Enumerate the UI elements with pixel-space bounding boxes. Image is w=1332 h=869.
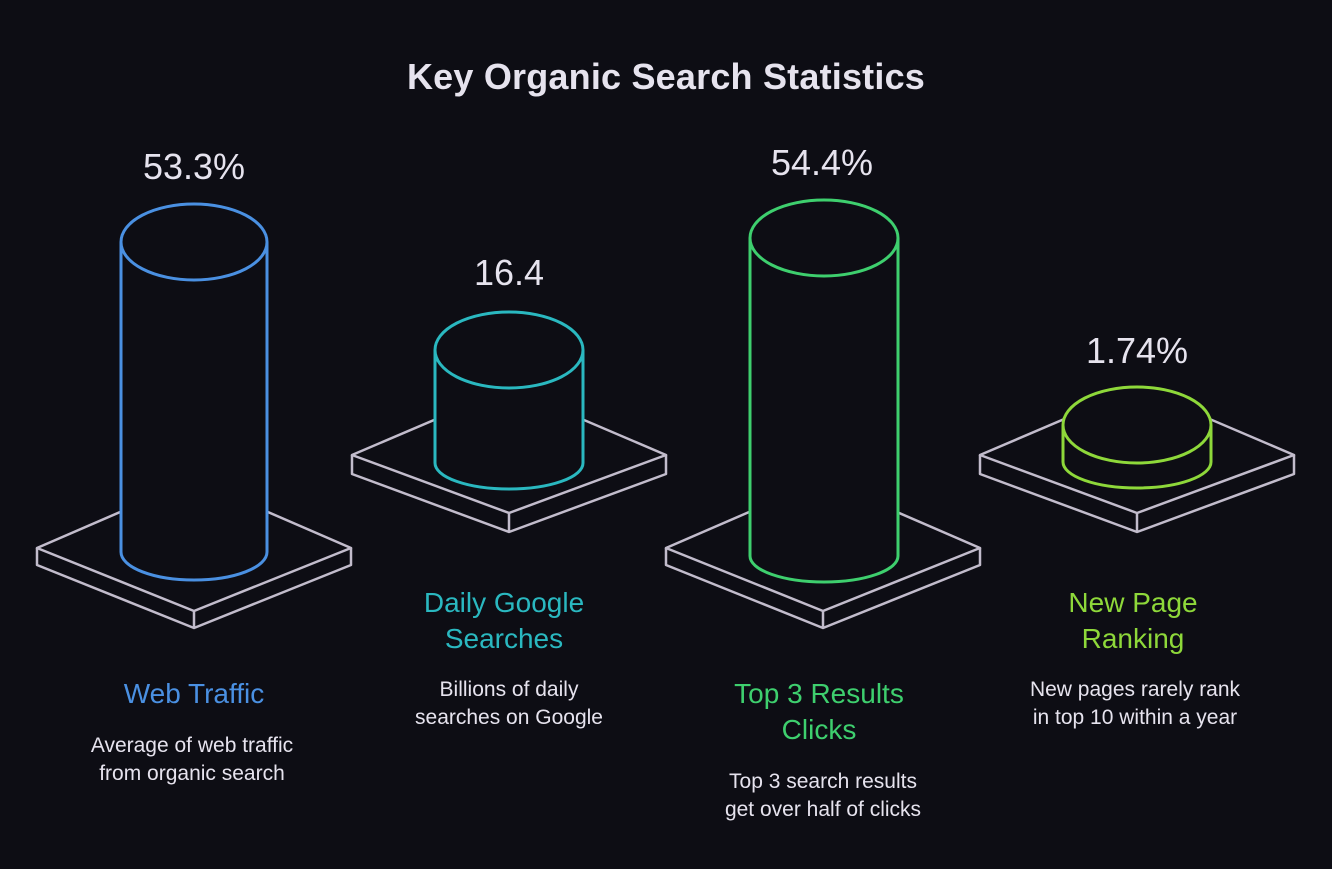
label-line: Web Traffic: [123, 678, 265, 709]
value-web-traffic: 53.3%: [142, 146, 246, 187]
desc-line: Average of web traffic: [90, 734, 294, 757]
label-line: Clicks: [781, 714, 857, 745]
desc-line: New pages rarely rank: [1029, 678, 1241, 701]
label-line: Ranking: [1081, 623, 1185, 654]
value-daily-searches: 16.4: [473, 252, 545, 293]
desc-top3-clicks: Top 3 search results get over half of cl…: [683, 768, 963, 824]
label-line: Daily Google: [423, 587, 585, 618]
label-new-page: New Page Ranking: [1003, 585, 1263, 657]
label-top3-clicks: Top 3 Results Clicks: [689, 676, 949, 748]
desc-new-page: New pages rarely rank in top 10 within a…: [995, 676, 1275, 732]
desc-web-traffic: Average of web traffic from organic sear…: [52, 732, 332, 788]
desc-line: in top 10 within a year: [1032, 706, 1238, 729]
desc-daily-searches: Billions of daily searches on Google: [369, 676, 649, 732]
value-top3-clicks: 54.4%: [770, 142, 874, 183]
cylinder-top3-clicks: [748, 198, 900, 584]
page-title: Key Organic Search Statistics: [406, 56, 926, 97]
label-line: Top 3 Results: [734, 678, 904, 709]
label-line: Searches: [444, 623, 564, 654]
desc-line: from organic search: [99, 762, 285, 785]
value-new-page: 1.74%: [1085, 330, 1189, 371]
desc-line: Billions of daily: [439, 678, 579, 701]
label-web-traffic: Web Traffic: [64, 676, 324, 712]
label-line: New Page: [1068, 587, 1198, 618]
cylinder-daily-searches: [433, 310, 585, 491]
desc-line: searches on Google: [415, 706, 603, 729]
cylinder-new-page: [1061, 385, 1213, 490]
label-daily-searches: Daily Google Searches: [374, 585, 634, 657]
desc-line: get over half of clicks: [724, 798, 922, 821]
desc-line: Top 3 search results: [729, 770, 917, 793]
cylinder-web-traffic: [119, 202, 269, 582]
